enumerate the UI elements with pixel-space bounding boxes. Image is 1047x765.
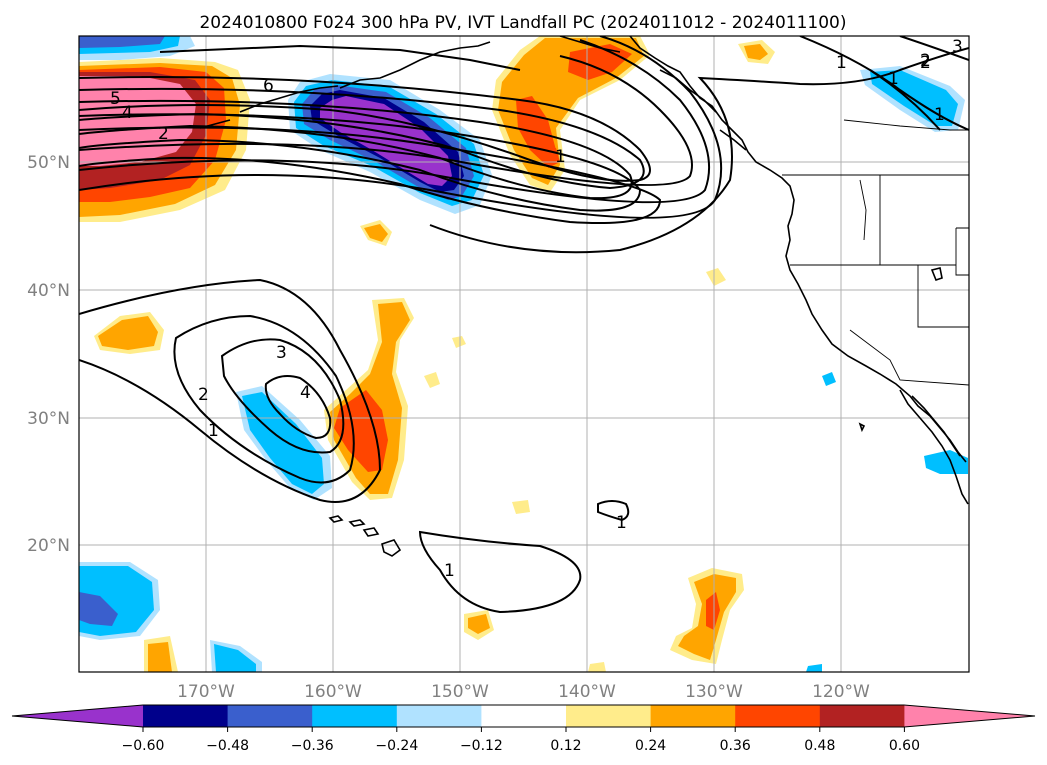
contour-label: 1 — [888, 69, 899, 89]
colorbar-tick-label: 0.36 — [720, 738, 751, 754]
colorbar-ticks: −0.60 −0.48 −0.36 −0.24 −0.12 0.12 0.24 0.36 0.4… — [122, 727, 920, 754]
contour-label: 1 — [836, 53, 847, 73]
lon-label: 140°W — [558, 682, 616, 702]
colorbar-tick-label: −0.24 — [375, 738, 418, 754]
contour-label: 3 — [952, 37, 963, 57]
colorbar-tick-label: 0.12 — [550, 738, 581, 754]
contour-label: 2 — [198, 385, 209, 405]
contour-label: 2 — [920, 53, 931, 73]
lat-label: 20°N — [27, 536, 70, 556]
contour-label: 5 — [110, 89, 121, 109]
contour-labels: 6 5 4 2 1 1 1 2 3 4 2 1 1 1 1 2 3 — [110, 37, 963, 581]
lon-label: 130°W — [685, 682, 743, 702]
colorbar-tick-label: −0.60 — [122, 738, 165, 754]
lon-label: 150°W — [431, 682, 489, 702]
lat-label: 30°N — [27, 409, 70, 429]
map-title: 2024010800 F024 300 hPa PV, IVT Landfall… — [199, 13, 846, 33]
colorbar-segment — [819, 705, 905, 727]
colorbar-extend-high — [904, 705, 1035, 727]
contour-label: 4 — [122, 103, 133, 123]
contour-label: 2 — [920, 51, 931, 71]
contour-label: 3 — [276, 343, 287, 363]
lon-label: 120°W — [812, 682, 870, 702]
shade-northwest-negative — [79, 36, 195, 60]
colorbar-tick-label: −0.12 — [460, 738, 503, 754]
colorbar-segment — [481, 705, 567, 727]
map-frame — [78, 35, 970, 673]
coastlines — [199, 36, 969, 557]
shade-subtropical-positive — [324, 298, 414, 500]
colorbar-tick-label: 0.24 — [635, 738, 666, 754]
contour-label: 1 — [934, 105, 945, 125]
contour-label: 1 — [208, 421, 219, 441]
colorbar-segment — [312, 705, 398, 727]
colorbar-segment — [396, 705, 482, 727]
contour-label: 4 — [300, 383, 311, 403]
lat-label: 50°N — [27, 153, 70, 173]
pv-contours — [79, 36, 969, 614]
colorbar-tick-label: 0.48 — [804, 738, 835, 754]
shade-small-patches — [94, 220, 968, 672]
latitude-labels: 50°N 40°N 30°N 20°N — [27, 153, 70, 556]
colorbar-tick-label: −0.48 — [206, 738, 249, 754]
shade-southwest-negative — [79, 562, 160, 640]
colorbar-extend-low — [12, 705, 143, 727]
colorbar-segment — [650, 705, 736, 727]
colorbar-segment — [227, 705, 313, 727]
lat-label: 40°N — [27, 281, 70, 301]
colorbar: −0.60 −0.48 −0.36 −0.24 −0.12 0.12 0.24 0.36 0.4… — [11, 704, 1036, 754]
contour-label: 1 — [555, 147, 566, 167]
colorbar-tick-label: −0.36 — [291, 738, 334, 754]
longitude-labels: 170°W 160°W 150°W 140°W 130°W 120°W — [177, 682, 870, 702]
contour-label: 6 — [263, 76, 274, 96]
colorbar-segments — [12, 705, 1035, 727]
contour-label: 2 — [158, 124, 169, 144]
lon-label: 170°W — [177, 682, 235, 702]
colorbar-segment — [143, 705, 229, 727]
political-borders — [782, 119, 969, 386]
colorbar-tick-label: 0.60 — [889, 738, 920, 754]
contour-label: 1 — [444, 561, 455, 581]
lon-label: 160°W — [304, 682, 362, 702]
colorbar-segment — [566, 705, 652, 727]
colorbar-segment — [735, 705, 821, 727]
map-panel: 6 5 4 2 1 1 1 2 3 4 2 1 1 1 1 2 3 — [79, 36, 969, 672]
contour-label: 1 — [616, 513, 627, 533]
